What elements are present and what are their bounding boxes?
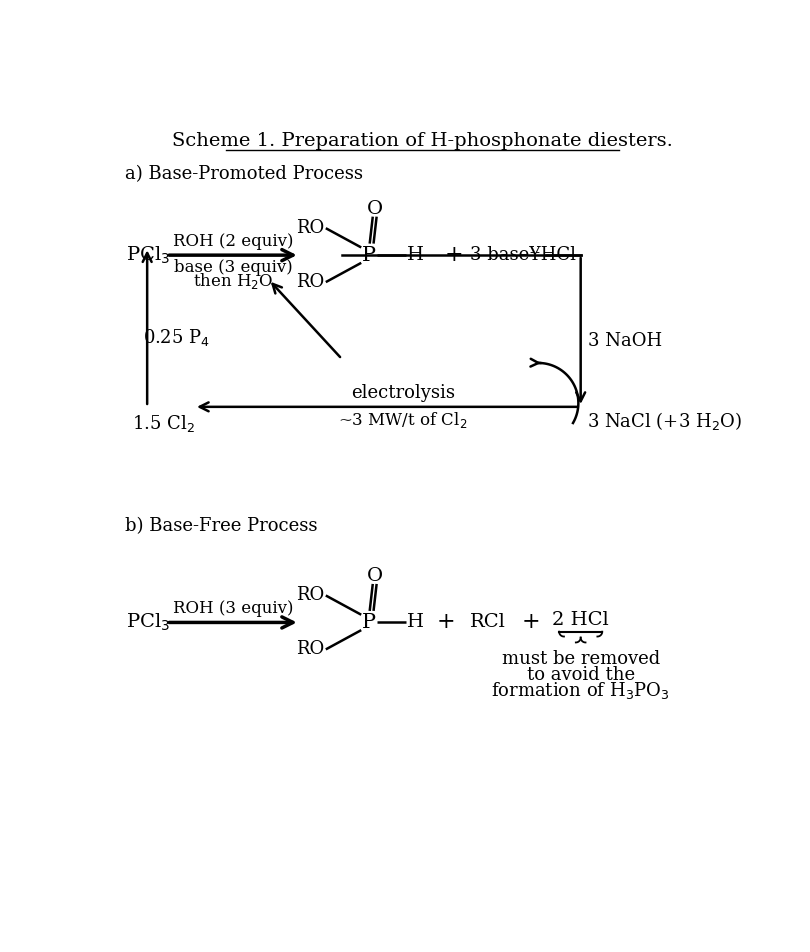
Text: electrolysis: electrolysis (351, 384, 454, 402)
Text: H: H (407, 247, 424, 264)
Text: RCl: RCl (471, 613, 506, 631)
Text: then H$_2$O: then H$_2$O (193, 270, 273, 290)
Text: 0.25 P$_4$: 0.25 P$_4$ (143, 327, 210, 348)
Text: +: + (437, 611, 455, 633)
Text: ROH (2 equiv): ROH (2 equiv) (173, 233, 293, 249)
Text: PCl$_3$: PCl$_3$ (126, 612, 170, 633)
Text: O: O (367, 567, 383, 585)
Text: ROH (3 equiv): ROH (3 equiv) (173, 600, 293, 617)
Text: Scheme 1. Preparation of H-phosphonate diesters.: Scheme 1. Preparation of H-phosphonate d… (173, 132, 673, 150)
Text: to avoid the: to avoid the (526, 665, 635, 684)
Text: RO: RO (296, 273, 324, 291)
Text: +: + (445, 244, 463, 267)
Text: ~3 MW/t of Cl$_2$: ~3 MW/t of Cl$_2$ (338, 410, 467, 430)
Text: formation of H$_3$PO$_3$: formation of H$_3$PO$_3$ (492, 680, 670, 701)
Text: 3 NaCl (+3 H$_2$O): 3 NaCl (+3 H$_2$O) (586, 409, 742, 431)
Text: RO: RO (296, 219, 324, 237)
Text: O: O (367, 200, 383, 218)
Text: RO: RO (296, 586, 324, 605)
Text: P: P (362, 613, 376, 632)
Text: a) Base-Promoted Process: a) Base-Promoted Process (125, 166, 363, 184)
Text: b) Base-Free Process: b) Base-Free Process (125, 517, 318, 535)
Text: +: + (522, 611, 540, 633)
Text: 3 base¥HCl: 3 base¥HCl (470, 247, 576, 264)
Text: RO: RO (296, 641, 324, 659)
Text: must be removed: must be removed (501, 650, 660, 668)
Text: 1.5 Cl$_2$: 1.5 Cl$_2$ (132, 413, 194, 434)
Text: P: P (362, 246, 376, 265)
Text: H: H (407, 613, 424, 631)
Text: 3 NaOH: 3 NaOH (588, 332, 663, 350)
Text: 2 HCl: 2 HCl (552, 611, 609, 629)
Text: base (3 equiv): base (3 equiv) (173, 259, 292, 276)
Text: PCl$_3$: PCl$_3$ (126, 245, 170, 266)
